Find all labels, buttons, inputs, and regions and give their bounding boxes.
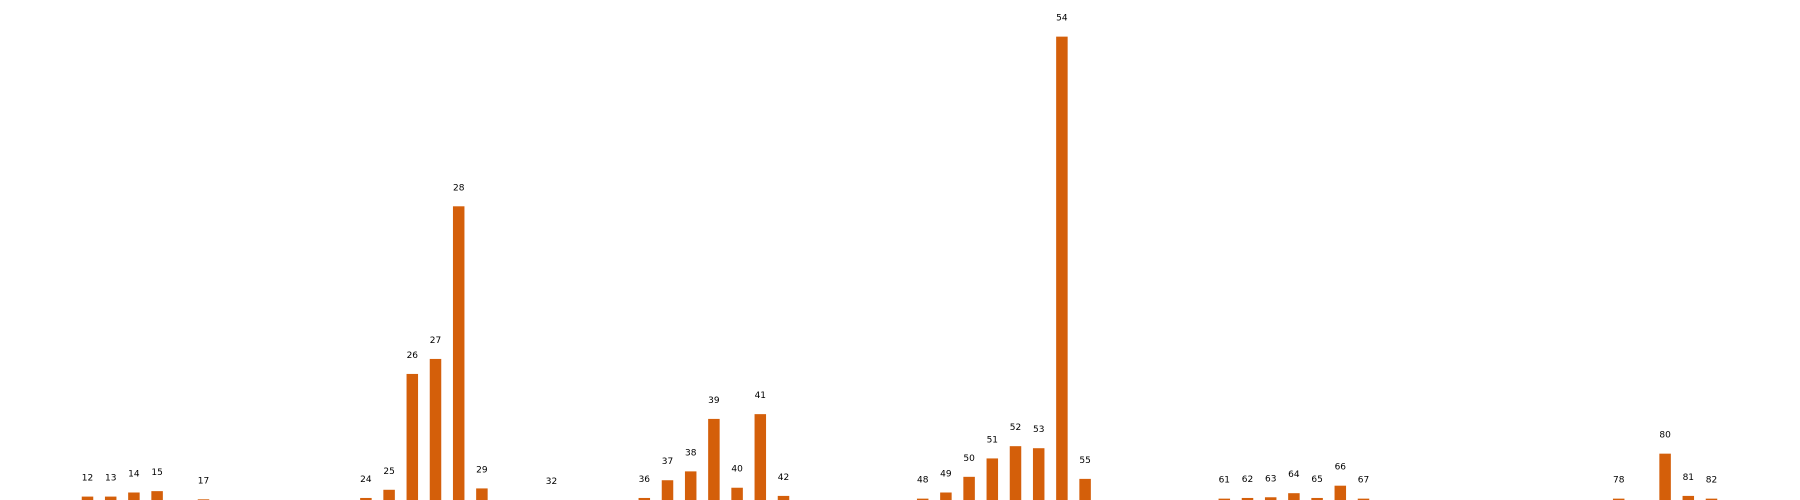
bar-38 bbox=[684, 471, 697, 500]
bar-28 bbox=[452, 206, 465, 500]
bar-label-51: 51 bbox=[987, 435, 998, 445]
bar-label-29: 29 bbox=[476, 465, 488, 475]
bar-78 bbox=[1612, 498, 1625, 500]
bar-62 bbox=[1241, 497, 1254, 500]
bar-12 bbox=[81, 496, 94, 500]
bar-55 bbox=[1079, 478, 1091, 500]
bar-39 bbox=[708, 418, 720, 500]
bar-54 bbox=[1056, 36, 1068, 500]
bar-label-78: 78 bbox=[1613, 476, 1625, 486]
bar-label-65: 65 bbox=[1311, 475, 1322, 485]
bar-29 bbox=[476, 488, 488, 500]
bar-label-48: 48 bbox=[917, 476, 929, 486]
bar-label-26: 26 bbox=[407, 351, 419, 361]
bar-label-54: 54 bbox=[1056, 14, 1068, 24]
bar-label-42: 42 bbox=[778, 473, 789, 483]
bar-82 bbox=[1705, 498, 1718, 500]
bar-label-38: 38 bbox=[685, 448, 697, 458]
bar-61 bbox=[1218, 498, 1231, 500]
bar-label-17: 17 bbox=[198, 476, 209, 486]
bar-81 bbox=[1682, 495, 1695, 500]
bar-40 bbox=[731, 487, 743, 500]
bar-label-40: 40 bbox=[731, 465, 743, 475]
bar-13 bbox=[104, 496, 117, 500]
bar-label-41: 41 bbox=[755, 391, 766, 401]
bar-24 bbox=[360, 497, 372, 500]
bar-14 bbox=[128, 492, 140, 500]
bar-15 bbox=[151, 491, 163, 500]
bar-27 bbox=[429, 358, 442, 500]
bar-label-37: 37 bbox=[662, 457, 673, 467]
bar-49 bbox=[940, 492, 952, 500]
bar-63 bbox=[1264, 497, 1277, 500]
bar-label-81: 81 bbox=[1683, 473, 1694, 483]
bar-label-80: 80 bbox=[1659, 431, 1671, 441]
bar-66 bbox=[1334, 485, 1347, 500]
bar-64 bbox=[1288, 493, 1300, 500]
bar-label-39: 39 bbox=[708, 396, 720, 406]
bar-53 bbox=[1032, 448, 1045, 500]
bar-label-27: 27 bbox=[430, 336, 441, 346]
bar-52 bbox=[1009, 446, 1022, 500]
bar-label-67: 67 bbox=[1358, 476, 1369, 486]
bar-label-63: 63 bbox=[1265, 474, 1276, 484]
bar-51 bbox=[986, 458, 999, 500]
bar-67 bbox=[1357, 498, 1370, 500]
bar-label-12: 12 bbox=[82, 474, 93, 484]
bar-label-15: 15 bbox=[151, 468, 162, 478]
bar-label-53: 53 bbox=[1033, 425, 1044, 435]
bar-label-36: 36 bbox=[639, 475, 651, 485]
bar-25 bbox=[383, 489, 395, 500]
bar-42 bbox=[777, 495, 790, 500]
bar-26 bbox=[406, 373, 419, 500]
bar-label-49: 49 bbox=[940, 470, 952, 480]
bar-label-64: 64 bbox=[1288, 470, 1300, 480]
bar-label-13: 13 bbox=[105, 474, 116, 484]
bar-label-24: 24 bbox=[360, 475, 372, 485]
bar-label-25: 25 bbox=[383, 467, 394, 477]
bar-label-28: 28 bbox=[453, 183, 465, 193]
bar-36 bbox=[638, 497, 651, 500]
bar-label-55: 55 bbox=[1079, 456, 1090, 466]
bar-label-50: 50 bbox=[963, 454, 975, 464]
bar-50 bbox=[963, 476, 975, 500]
bar-label-14: 14 bbox=[128, 470, 140, 480]
bar-label-52: 52 bbox=[1010, 423, 1021, 433]
bar-80 bbox=[1659, 453, 1671, 500]
bar-label-62: 62 bbox=[1242, 475, 1253, 485]
bar-65 bbox=[1311, 497, 1323, 500]
bar-label-82: 82 bbox=[1706, 476, 1717, 486]
bar-label-61: 61 bbox=[1219, 476, 1230, 486]
bar-41 bbox=[754, 414, 767, 500]
bar-label-32: 32 bbox=[546, 477, 557, 487]
bar-48 bbox=[916, 498, 929, 500]
bar-37 bbox=[661, 480, 674, 500]
bar-label-66: 66 bbox=[1335, 463, 1347, 473]
